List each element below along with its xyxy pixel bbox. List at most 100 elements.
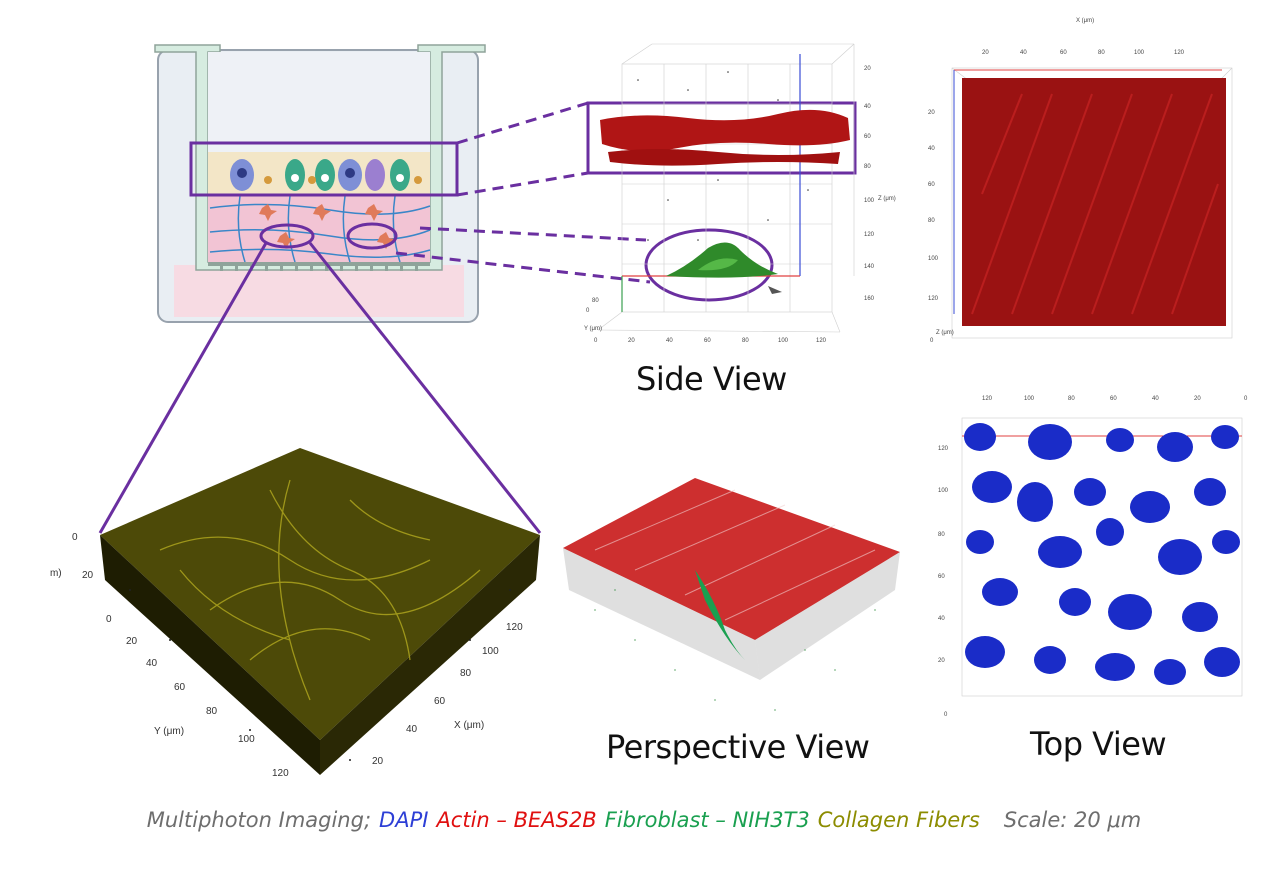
svg-text:100: 100 — [778, 338, 789, 344]
svg-text:80: 80 — [928, 218, 935, 224]
svg-text:80: 80 — [206, 706, 218, 717]
dapi-top-view-image: 120 100 80 60 40 20 0 120 100 80 60 40 2… — [938, 396, 1248, 718]
svg-text:0: 0 — [586, 308, 590, 314]
svg-text:40: 40 — [928, 146, 935, 152]
svg-text:120: 120 — [1174, 50, 1185, 56]
svg-text:120: 120 — [938, 446, 949, 452]
svg-text:80: 80 — [742, 338, 749, 344]
svg-text:0: 0 — [106, 614, 112, 625]
perspective-view-label: Perspective View — [606, 728, 870, 766]
svg-text:80: 80 — [460, 668, 472, 679]
svg-text:20: 20 — [864, 66, 871, 72]
caption-dapi: DAPI — [379, 808, 429, 832]
collagen-3d-image: 0 20 Z (μm) 0 20 40 60 80 100 120 Y (μm)… — [50, 448, 540, 779]
actin-callout-box — [586, 101, 857, 175]
svg-text:40: 40 — [1020, 50, 1027, 56]
dash-line-1 — [456, 101, 589, 145]
svg-text:80: 80 — [864, 164, 871, 170]
lower-media — [174, 265, 464, 317]
epithelial-cells — [230, 159, 422, 191]
caption-scale: Scale: 20 μm — [1003, 808, 1142, 832]
svg-text:60: 60 — [1110, 396, 1117, 402]
svg-text:100: 100 — [1024, 396, 1035, 402]
caption-fibroblast: Fibroblast – NIH3T3 — [604, 808, 810, 832]
svg-text:0: 0 — [930, 338, 934, 344]
svg-text:40: 40 — [406, 724, 418, 735]
svg-text:20: 20 — [1194, 396, 1201, 402]
fibroblast-perspective — [695, 570, 745, 660]
svg-text:100: 100 — [482, 646, 499, 657]
svg-text:100: 100 — [1134, 50, 1145, 56]
svg-text:40: 40 — [864, 104, 871, 110]
svg-text:120: 120 — [506, 622, 523, 633]
figure-caption: Multiphoton Imaging; DAPI Actin – BEAS2B Fi… — [0, 808, 1288, 832]
svg-text:40: 40 — [666, 338, 673, 344]
side-view-label: Side View — [636, 360, 787, 398]
dapi-nuclei — [964, 423, 1240, 685]
fibroblast-callout — [644, 228, 774, 302]
svg-text:20: 20 — [928, 110, 935, 116]
caption-method: Multiphoton Imaging; — [146, 808, 372, 832]
actin-layer-side — [600, 109, 850, 152]
perspective-view-image — [563, 478, 900, 711]
svg-text:60: 60 — [864, 134, 871, 140]
svg-text:Y (μm): Y (μm) — [154, 726, 184, 737]
porous-membrane — [208, 262, 430, 271]
dash-line-4 — [395, 251, 651, 284]
svg-text:80: 80 — [1098, 50, 1105, 56]
svg-text:60: 60 — [938, 574, 945, 580]
svg-text:20: 20 — [982, 50, 989, 56]
transwell-schematic — [154, 44, 486, 323]
svg-text:80: 80 — [1068, 396, 1075, 402]
actin-top-image — [962, 78, 1226, 326]
caption-actin: Actin – BEAS2B — [436, 808, 597, 832]
svg-text:20: 20 — [628, 338, 635, 344]
svg-text:120: 120 — [982, 396, 993, 402]
caption-collagen: Collagen Fibers — [817, 808, 980, 832]
side-view-image: 20 40 60 80 100 120 140 160 Z (μm) 0 20 … — [584, 43, 896, 344]
epithelial-callout-box — [189, 141, 459, 197]
svg-text:140: 140 — [864, 264, 875, 270]
callout-line-left — [98, 242, 268, 534]
actin-perspective-layer — [563, 478, 900, 640]
svg-text:60: 60 — [434, 696, 446, 707]
fiber-callout-right — [346, 222, 398, 250]
fiber-callout-left — [259, 223, 315, 249]
collagen-top-face — [100, 448, 540, 740]
svg-text:20: 20 — [938, 658, 945, 664]
svg-text:60: 60 — [174, 682, 186, 693]
svg-text:100: 100 — [864, 198, 875, 204]
svg-text:X (μm): X (μm) — [454, 720, 484, 731]
svg-text:0: 0 — [1244, 396, 1248, 402]
svg-text:80: 80 — [592, 298, 599, 304]
svg-text:20: 20 — [82, 570, 94, 581]
svg-text:100: 100 — [238, 734, 255, 745]
svg-text:100: 100 — [928, 256, 939, 262]
svg-text:120: 120 — [272, 768, 289, 779]
svg-text:40: 40 — [146, 658, 158, 669]
svg-text:40: 40 — [1152, 396, 1159, 402]
svg-text:X (μm): X (μm) — [1076, 18, 1094, 24]
svg-text:120: 120 — [816, 338, 827, 344]
fibroblast-cells — [259, 204, 395, 249]
top-view-label: Top View — [1030, 725, 1167, 763]
svg-text:120: 120 — [864, 232, 875, 238]
svg-text:Z (μm): Z (μm) — [50, 568, 62, 579]
svg-text:120: 120 — [928, 296, 939, 302]
svg-text:Y (μm): Y (μm) — [584, 326, 602, 332]
callout-line-right — [308, 242, 542, 534]
svg-text:20: 20 — [126, 636, 138, 647]
dash-line-3 — [419, 226, 647, 242]
svg-text:60: 60 — [1060, 50, 1067, 56]
dash-line-2 — [456, 171, 589, 197]
svg-text:100: 100 — [938, 488, 949, 494]
svg-text:0: 0 — [594, 338, 598, 344]
actin-top-view-image: X (μm) 20 40 60 80 100 120 20 40 60 80 1… — [928, 18, 1233, 344]
svg-text:40: 40 — [938, 616, 945, 622]
svg-text:0: 0 — [944, 712, 948, 718]
svg-text:60: 60 — [704, 338, 711, 344]
svg-text:0: 0 — [72, 532, 78, 543]
svg-text:80: 80 — [938, 532, 945, 538]
svg-text:20: 20 — [372, 756, 384, 767]
